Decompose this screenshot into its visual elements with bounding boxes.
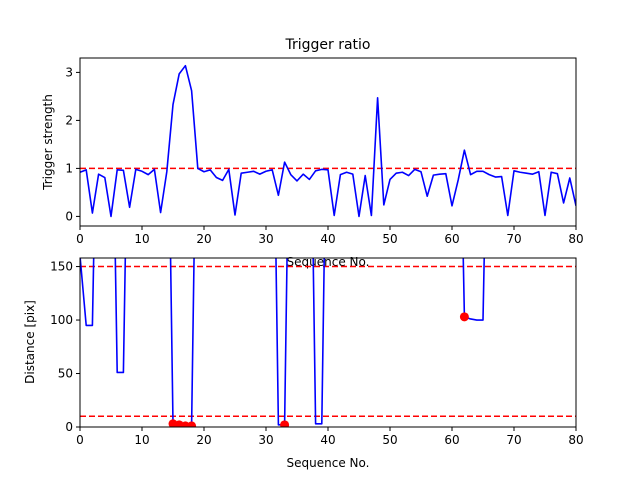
data-point-marker <box>459 312 469 322</box>
x-tick-label: 0 <box>76 232 84 246</box>
x-tick-label: 80 <box>568 232 583 246</box>
y-axis-label: Trigger strength <box>41 94 55 191</box>
axes-frame <box>79 57 577 227</box>
axis-ticks: 0 10 20 30 40 50 60 70 80 0 50 100 150 <box>50 260 584 447</box>
x-tick-label: 30 <box>258 232 273 246</box>
plot-area <box>80 258 576 427</box>
x-tick-label: 20 <box>196 433 211 447</box>
x-tick-label: 60 <box>444 232 459 246</box>
x-tick-label: 40 <box>320 433 335 447</box>
axis-ticks: 0 10 20 30 40 50 60 70 80 0 1 2 3 <box>65 65 583 246</box>
y-tick-label: 0 <box>65 209 73 223</box>
chart-title: Trigger ratio <box>284 37 370 53</box>
x-tick-label: 50 <box>382 232 397 246</box>
x-tick-label: 50 <box>382 433 397 447</box>
x-axis-label: Sequence No. <box>287 456 370 470</box>
x-tick-label: 70 <box>506 232 521 246</box>
distance-chart: 0 10 20 30 40 50 60 70 80 0 50 100 150 Distance [pix… <box>23 257 584 470</box>
x-tick-label: 10 <box>134 433 149 447</box>
trigger-ratio-chart: Trigger ratio 0 10 20 30 40 50 60 70 80 0 1 2 3 Trig… <box>41 37 584 269</box>
x-tick-label: 80 <box>568 433 583 447</box>
y-tick-label: 150 <box>50 260 73 274</box>
y-tick-label: 3 <box>65 65 73 79</box>
x-tick-label: 70 <box>506 433 521 447</box>
series-line <box>80 258 485 427</box>
y-tick-label: 2 <box>65 113 73 127</box>
x-tick-label: 20 <box>196 232 211 246</box>
data-point-marker <box>280 420 290 427</box>
y-tick-label: 100 <box>50 313 73 327</box>
y-tick-label: 50 <box>58 367 73 381</box>
plot-area <box>80 64 576 218</box>
x-tick-label: 60 <box>444 433 459 447</box>
x-tick-label: 10 <box>134 232 149 246</box>
y-tick-label: 0 <box>65 420 73 434</box>
y-axis-label: Distance [pix] <box>23 300 37 384</box>
series-line <box>80 64 576 218</box>
x-tick-label: 30 <box>258 433 273 447</box>
axes-frame <box>79 257 577 428</box>
data-point-marker <box>187 421 197 427</box>
x-tick-label: 40 <box>320 232 335 246</box>
x-tick-label: 0 <box>76 433 84 447</box>
y-tick-label: 1 <box>65 161 73 175</box>
